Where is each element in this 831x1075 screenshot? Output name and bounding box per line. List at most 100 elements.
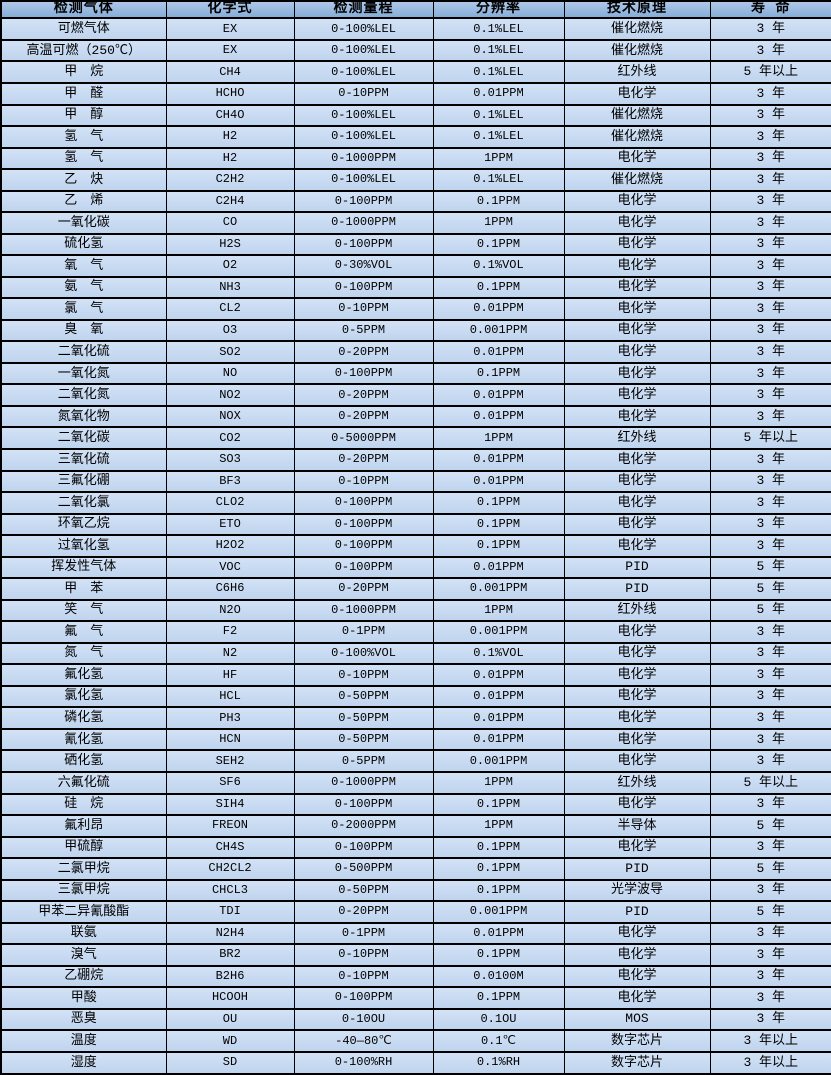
table-cell-range: 0-10PPM <box>293 964 434 989</box>
table-cell-lifespan: 3 年 <box>709 727 831 752</box>
table-cell-principle: PID <box>563 900 711 924</box>
table-cell-range: 0-5PPM <box>293 749 434 773</box>
table-cell-gas: 氨 气 <box>0 275 167 300</box>
table-cell-formula: HCN <box>165 727 295 752</box>
table-cell-lifespan: 3 年 <box>709 663 831 687</box>
table-cell-range: 0-100PPM <box>293 835 434 860</box>
table-cell-formula: CO2 <box>165 426 295 450</box>
table-cell-range: 0-100PPM <box>293 275 434 300</box>
table-cell-lifespan: 3 年以上 <box>709 1050 831 1075</box>
table-cell-principle: 红外线 <box>563 426 711 450</box>
table-cell-gas: 氯 气 <box>0 297 167 321</box>
table-row: 氢 气 H2 0-100%LEL 0.1%LEL 催化燃烧 3 年 <box>0 125 831 149</box>
table-cell-principle: 电化学 <box>563 986 711 1010</box>
table-cell-formula: N2O <box>165 598 295 623</box>
table-row: 过氧化氢 H2O2 0-100PPM 0.1PPM 电化学 3 年 <box>0 534 831 558</box>
table-row: 甲苯二异氰酸酯 TDI 0-20PPM 0.001PPM PID 5 年 <box>0 900 831 924</box>
table-cell-formula: CO <box>165 211 295 235</box>
table-cell-range: 0-100%RH <box>293 1050 434 1075</box>
table-row: 硫化氢 H2S 0-100PPM 0.1PPM 电化学 3 年 <box>0 232 831 257</box>
table-cell-formula: O2 <box>165 254 295 278</box>
table-cell-formula: TDI <box>165 900 295 924</box>
table-cell-range: 0-100PPM <box>293 555 434 580</box>
table-body: 可燃气体 EX 0-100%LEL 0.1%LEL 催化燃烧 3 年高温可燃（250℃） E… <box>0 17 831 1075</box>
table-cell-lifespan: 3 年 <box>709 383 831 407</box>
table-cell-lifespan: 3 年 <box>709 189 831 214</box>
table-cell-principle: 电化学 <box>563 663 711 687</box>
table-cell-range: 0-100%LEL <box>293 38 434 63</box>
table-cell-lifespan: 3 年 <box>709 17 831 41</box>
table-cell-resolution: 1PPM <box>432 426 565 450</box>
table-cell-range: 0-50PPM <box>293 684 434 709</box>
table-row: 氧 气 O2 0-30%VOL 0.1%VOL 电化学 3 年 <box>0 254 831 278</box>
table-row: 温度 WD -40—80℃ 0.1℃ 数字芯片 3 年以上 <box>0 1029 831 1053</box>
table-row: 二氧化氮 NO2 0-20PPM 0.01PPM 电化学 3 年 <box>0 383 831 407</box>
table-cell-lifespan: 3 年 <box>709 211 831 235</box>
table-cell-lifespan: 5 年以上 <box>709 771 831 795</box>
table-cell-range: 0-100%VOL <box>293 641 434 666</box>
table-cell-principle: 电化学 <box>563 469 711 494</box>
table-cell-range: 0-1000PPM <box>293 771 434 795</box>
table-cell-principle: 光学波导 <box>563 878 711 903</box>
table-row: 一氧化氮 NO 0-100PPM 0.1PPM 电化学 3 年 <box>0 361 831 386</box>
table-row: 乙 炔 C2H2 0-100%LEL 0.1%LEL 催化燃烧 3 年 <box>0 168 831 192</box>
table-cell-formula: SF6 <box>165 771 295 795</box>
table-cell-principle: 催化燃烧 <box>563 125 711 149</box>
header-row: 检测气体 化学式 检测量程 分辨率 技术原理寿 命 <box>0 0 831 20</box>
table-cell-formula: BR2 <box>165 943 295 967</box>
table-cell-formula: HCHO <box>165 82 295 106</box>
table-cell-gas: 过氧化氢 <box>0 534 167 558</box>
table-cell-range: 0-100PPM <box>293 512 434 537</box>
table-cell-lifespan: 3 年 <box>709 792 831 817</box>
table-cell-range: 0-100%LEL <box>293 60 434 84</box>
table-cell-resolution: 0.01PPM <box>432 383 565 407</box>
table-cell-lifespan: 3 年 <box>709 534 831 558</box>
table-row: 二氧化碳 CO2 0-5000PPM 1PPM 红外线 5 年以上 <box>0 426 831 450</box>
table-row: 湿度 SD 0-100%RH 0.1%RH 数字芯片 3 年以上 <box>0 1050 831 1075</box>
table-cell-gas: 三氯甲烷 <box>0 878 167 903</box>
table-cell-gas: 二氧化硫 <box>0 340 167 364</box>
table-cell-lifespan: 3 年 <box>709 232 831 257</box>
table-cell-principle: 电化学 <box>563 943 711 967</box>
table-cell-gas: 可燃气体 <box>0 17 167 41</box>
table-cell-principle: 电化学 <box>563 749 711 773</box>
table-cell-lifespan: 3 年 <box>709 512 831 537</box>
table-cell-formula: H2 <box>165 125 295 149</box>
table-row: 恶臭 OU 0-10OU 0.1OU MOS 3 年 <box>0 1007 831 1032</box>
table-cell-resolution: 0.1PPM <box>432 534 565 558</box>
table-cell-lifespan: 3 年 <box>709 469 831 494</box>
table-cell-resolution: 0.1PPM <box>432 857 565 881</box>
table-cell-resolution: 0.1%VOL <box>432 254 565 278</box>
table-cell-range: 0-30%VOL <box>293 254 434 278</box>
table-cell-gas: 硅 烷 <box>0 792 167 817</box>
table-row: 硅 烷 SIH4 0-100PPM 0.1PPM 电化学 3 年 <box>0 792 831 817</box>
table-cell-lifespan: 3 年 <box>709 1007 831 1032</box>
table-cell-resolution: 0.1PPM <box>432 361 565 386</box>
table-row: 甲 醛 HCHO 0-10PPM 0.01PPM 电化学 3 年 <box>0 82 831 106</box>
table-cell-range: 0-5000PPM <box>293 426 434 450</box>
table-row: 甲 苯 C6H6 0-20PPM 0.001PPM PID 5 年 <box>0 577 831 601</box>
table-cell-formula: WD <box>165 1029 295 1053</box>
table-cell-range: 0-100%LEL <box>293 17 434 41</box>
table-cell-principle: 电化学 <box>563 835 711 860</box>
table-cell-principle: PID <box>563 555 711 580</box>
table-cell-range: 0-20PPM <box>293 383 434 407</box>
table-row: 氟利昂 FREON 0-2000PPM 1PPM 半导体 5 年 <box>0 814 831 838</box>
table-cell-lifespan: 3 年 <box>709 146 831 171</box>
table-cell-principle: 电化学 <box>563 318 711 343</box>
table-cell-resolution: 0.1PPM <box>432 878 565 903</box>
table-cell-range: 0-100PPM <box>293 232 434 257</box>
table-row: 乙 烯 C2H4 0-100PPM 0.1PPM 电化学 3 年 <box>0 189 831 214</box>
table-row: 三氯甲烷 CHCL3 0-50PPM 0.1PPM 光学波导 3 年 <box>0 878 831 903</box>
table-cell-formula: NH3 <box>165 275 295 300</box>
table-cell-range: 0-20PPM <box>293 340 434 364</box>
table-cell-formula: NO2 <box>165 383 295 407</box>
table-cell-lifespan: 3 年以上 <box>709 1029 831 1053</box>
column-header-gas: 检测气体 <box>0 0 167 20</box>
column-header-lifespan: 寿 命 <box>709 0 831 20</box>
table-cell-gas: 氯化氢 <box>0 684 167 709</box>
table-cell-range: 0-10PPM <box>293 297 434 321</box>
table-cell-lifespan: 5 年以上 <box>709 426 831 450</box>
table-cell-principle: 电化学 <box>563 964 711 989</box>
table-cell-lifespan: 3 年 <box>709 254 831 278</box>
